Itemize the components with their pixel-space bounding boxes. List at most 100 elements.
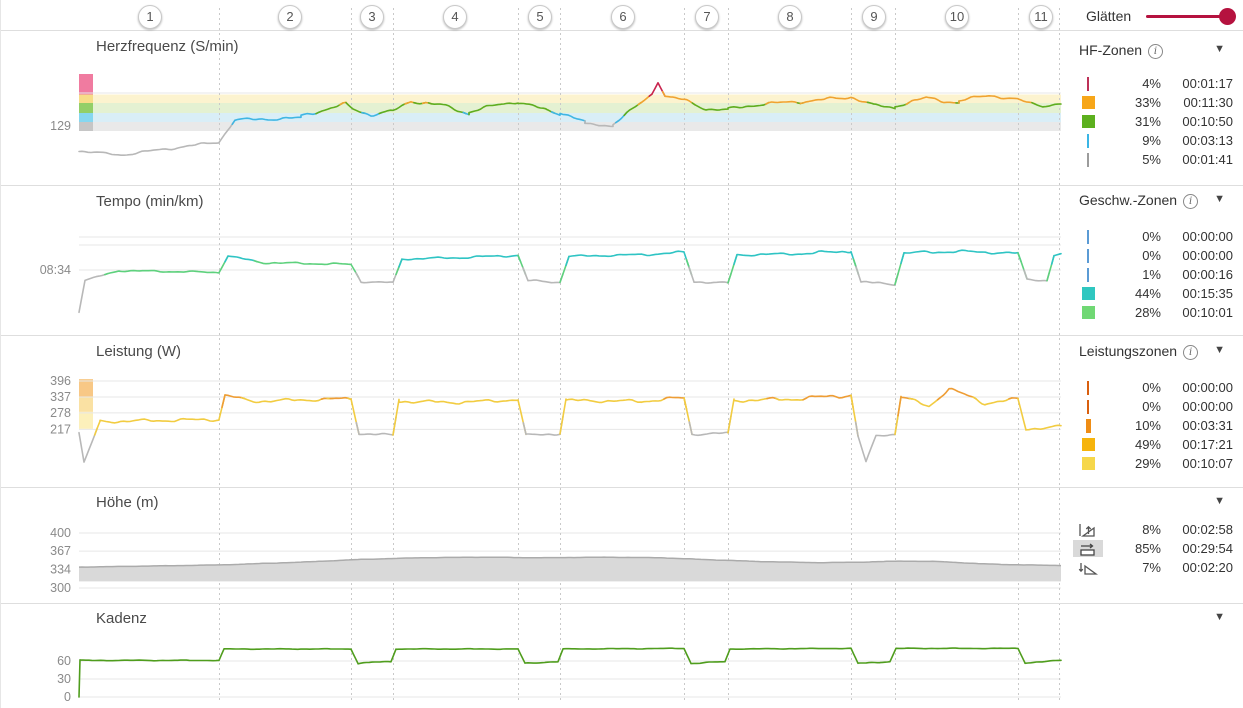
legend-row: 0% 00:00:00	[1073, 227, 1239, 246]
legend-row: 5% 00:01:41	[1073, 150, 1239, 169]
svg-text:334: 334	[50, 562, 71, 576]
smoothing-control: Glätten	[1086, 6, 1238, 26]
km-marker: 6	[611, 5, 635, 29]
info-icon[interactable]: i	[1183, 345, 1199, 360]
zone-time: 00:01:17	[1182, 76, 1233, 91]
km-marker: 7	[695, 5, 719, 29]
zone-swatch	[1087, 229, 1089, 244]
zone-time: 00:00:16	[1182, 267, 1233, 282]
zone-swatch	[1087, 267, 1089, 282]
zone-percent: 85%	[1134, 541, 1161, 556]
zone-time: 00:15:35	[1182, 286, 1233, 301]
km-marker: 5	[528, 5, 552, 29]
zone-time: 00:10:07	[1182, 456, 1233, 471]
svg-text:30: 30	[57, 672, 71, 686]
zone-percent: 5%	[1142, 152, 1161, 167]
panel-title-hoehe: Höhe (m)	[96, 494, 159, 511]
km-marker: 2	[278, 5, 302, 29]
legend-row: 44% 00:15:35	[1073, 284, 1239, 303]
zone-percent: 0%	[1142, 248, 1161, 263]
zone-time: 00:00:00	[1182, 229, 1233, 244]
zone-percent: 8%	[1142, 522, 1161, 537]
panel-title-herzfrequenz: Herzfrequenz (S/min)	[96, 38, 239, 55]
smoothing-slider-handle[interactable]	[1219, 8, 1236, 25]
collapse-icon[interactable]: ▼	[1214, 495, 1225, 507]
zone-swatch	[1081, 457, 1095, 470]
legend-row: 28% 00:10:01	[1073, 303, 1239, 322]
km-marker: 8	[778, 5, 802, 29]
legend-row: 1% 00:00:16	[1073, 265, 1239, 284]
svg-text:278: 278	[50, 406, 71, 420]
svg-text:129: 129	[50, 119, 71, 133]
zone-swatch	[1081, 306, 1095, 319]
legend-row: 8% 00:02:58	[1073, 520, 1239, 539]
collapse-icon[interactable]: ▼	[1214, 611, 1225, 623]
svg-text:60: 60	[57, 654, 71, 668]
zone-percent: 29%	[1134, 456, 1161, 471]
info-icon[interactable]: i	[1148, 44, 1164, 59]
zone-swatch	[1087, 248, 1089, 263]
legend-row: 0% 00:00:00	[1073, 378, 1239, 397]
zone-time: 00:29:54	[1182, 541, 1233, 556]
zone-time: 00:00:00	[1182, 248, 1233, 263]
zone-bands	[79, 74, 1061, 429]
zone-swatch	[1087, 133, 1089, 148]
legend-row: 10% 00:03:31	[1073, 416, 1239, 435]
zone-time: 00:02:20	[1182, 560, 1233, 575]
ascent-icon	[1073, 521, 1103, 538]
info-icon[interactable]: i	[1183, 194, 1199, 209]
zone-time: 00:02:58	[1182, 522, 1233, 537]
legend-row: 9% 00:03:13	[1073, 131, 1239, 150]
series-lines	[78, 82, 1062, 698]
km-marker: 3	[360, 5, 384, 29]
zone-time: 00:01:41	[1182, 152, 1233, 167]
collapse-icon[interactable]: ▼	[1214, 344, 1225, 356]
zone-swatch	[1081, 96, 1095, 109]
zone-swatch	[1081, 438, 1095, 451]
zone-percent: 0%	[1142, 229, 1161, 244]
zone-percent: 0%	[1142, 399, 1161, 414]
svg-text:367: 367	[50, 544, 71, 558]
zone-time: 00:10:50	[1182, 114, 1233, 129]
panel-title-kadenz: Kadenz	[96, 610, 147, 627]
zone-time: 00:11:30	[1183, 95, 1233, 110]
zone-percent: 0%	[1142, 380, 1161, 395]
legend-title: Geschw.-Zonen	[1079, 192, 1178, 208]
collapse-icon[interactable]: ▼	[1214, 193, 1225, 205]
zone-percent: 49%	[1134, 437, 1161, 452]
panel-borders	[1, 30, 1243, 604]
legend-row: 7% 00:02:20	[1073, 558, 1239, 577]
zone-swatch	[1087, 76, 1089, 91]
svg-text:217: 217	[50, 422, 71, 436]
collapse-icon[interactable]: ▼	[1214, 43, 1225, 55]
hf-zones-legend: HF-Zonen i ▼ 4% 00:01:17 33% 00:11:30 31% 00…	[1073, 42, 1239, 169]
svg-text:396: 396	[50, 374, 71, 388]
legend-title: HF-Zonen	[1079, 42, 1143, 58]
zone-percent: 31%	[1134, 114, 1161, 129]
zone-percent: 28%	[1134, 305, 1161, 320]
zone-time: 00:00:00	[1182, 399, 1233, 414]
zone-swatch	[1087, 380, 1089, 395]
legend-row: 4% 00:01:17	[1073, 74, 1239, 93]
km-marker: 4	[443, 5, 467, 29]
lap-lines	[219, 8, 1060, 700]
zone-swatch	[1087, 152, 1089, 167]
km-marker: 11	[1029, 5, 1053, 29]
zone-percent: 7%	[1142, 560, 1161, 575]
zone-time: 00:10:01	[1182, 305, 1233, 320]
zone-percent: 10%	[1134, 418, 1161, 433]
svg-text:300: 300	[50, 581, 71, 595]
speed-zones-legend: Geschw.-Zonen i ▼ 0% 00:00:00 0% 00:00:00 1…	[1073, 192, 1239, 322]
zone-swatch	[1081, 287, 1095, 300]
zone-percent: 1%	[1142, 267, 1161, 282]
smoothing-slider-track[interactable]	[1146, 8, 1236, 25]
svg-text:08:34: 08:34	[40, 263, 71, 277]
legend-row: 85% 00:29:54	[1073, 539, 1239, 558]
zone-swatch	[1085, 418, 1091, 433]
flat-icon	[1073, 540, 1103, 557]
zone-percent: 9%	[1142, 133, 1161, 148]
